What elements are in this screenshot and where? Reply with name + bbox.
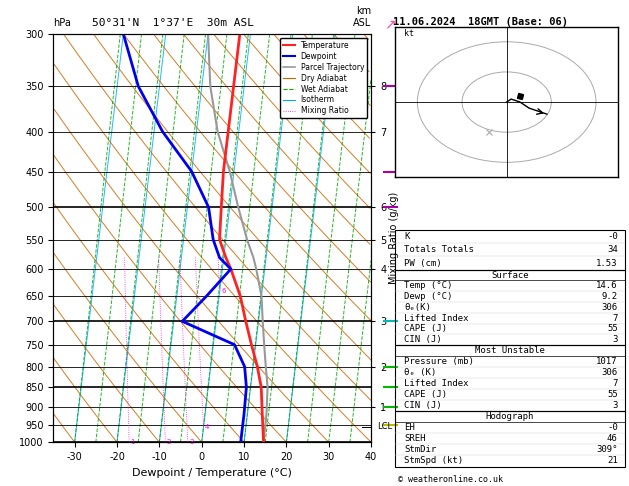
Text: 55: 55	[607, 325, 618, 333]
Text: 7: 7	[613, 379, 618, 388]
Text: 6: 6	[221, 288, 226, 294]
Text: -0: -0	[607, 423, 618, 432]
Text: ↗: ↗	[384, 17, 395, 31]
Text: CIN (J): CIN (J)	[404, 400, 442, 410]
Text: 3: 3	[189, 439, 194, 445]
Text: 50°31'N  1°37'E  30m ASL: 50°31'N 1°37'E 30m ASL	[92, 18, 253, 28]
Text: -0: -0	[607, 232, 618, 241]
Text: StmDir: StmDir	[404, 445, 437, 454]
Text: 1: 1	[130, 439, 135, 445]
Text: θₑ (K): θₑ (K)	[404, 368, 437, 377]
Text: © weatheronline.co.uk: © weatheronline.co.uk	[398, 474, 503, 484]
Text: PW (cm): PW (cm)	[404, 259, 442, 268]
Text: Totals Totals: Totals Totals	[404, 245, 474, 254]
Text: LCL: LCL	[377, 422, 392, 431]
Text: 309°: 309°	[596, 445, 618, 454]
Text: Pressure (mb): Pressure (mb)	[404, 357, 474, 366]
Text: 7: 7	[613, 313, 618, 323]
Text: Surface: Surface	[491, 271, 528, 279]
Text: 55: 55	[607, 390, 618, 399]
Text: CAPE (J): CAPE (J)	[404, 390, 447, 399]
Text: 1.53: 1.53	[596, 259, 618, 268]
Text: 306: 306	[601, 303, 618, 312]
Text: kt: kt	[404, 29, 414, 38]
Text: StmSpd (kt): StmSpd (kt)	[404, 456, 464, 466]
Text: 3: 3	[613, 400, 618, 410]
Text: km
ASL: km ASL	[353, 6, 371, 28]
Text: K: K	[404, 232, 409, 241]
Text: 1017: 1017	[596, 357, 618, 366]
Text: Lifted Index: Lifted Index	[404, 379, 469, 388]
Text: Hodograph: Hodograph	[486, 412, 534, 421]
Text: 3: 3	[613, 335, 618, 344]
Text: Lifted Index: Lifted Index	[404, 313, 469, 323]
Text: Most Unstable: Most Unstable	[475, 346, 545, 355]
X-axis label: Dewpoint / Temperature (°C): Dewpoint / Temperature (°C)	[132, 468, 292, 478]
Text: 46: 46	[607, 434, 618, 443]
Text: 4: 4	[204, 424, 209, 430]
Y-axis label: Mixing Ratio (g/kg): Mixing Ratio (g/kg)	[389, 192, 399, 284]
Text: CAPE (J): CAPE (J)	[404, 325, 447, 333]
Text: 9.2: 9.2	[601, 292, 618, 301]
Legend: Temperature, Dewpoint, Parcel Trajectory, Dry Adiabat, Wet Adiabat, Isotherm, Mi: Temperature, Dewpoint, Parcel Trajectory…	[280, 38, 367, 119]
Text: hPa: hPa	[53, 18, 71, 28]
Text: CIN (J): CIN (J)	[404, 335, 442, 344]
Text: θₑ(K): θₑ(K)	[404, 303, 431, 312]
Text: SREH: SREH	[404, 434, 426, 443]
Text: Dewp (°C): Dewp (°C)	[404, 292, 453, 301]
Text: 14.6: 14.6	[596, 281, 618, 290]
Text: 11.06.2024  18GMT (Base: 06): 11.06.2024 18GMT (Base: 06)	[393, 17, 568, 27]
Text: 21: 21	[607, 456, 618, 466]
Text: 2: 2	[167, 439, 171, 445]
Text: 34: 34	[607, 245, 618, 254]
Text: EH: EH	[404, 423, 415, 432]
Text: Temp (°C): Temp (°C)	[404, 281, 453, 290]
Text: 306: 306	[601, 368, 618, 377]
